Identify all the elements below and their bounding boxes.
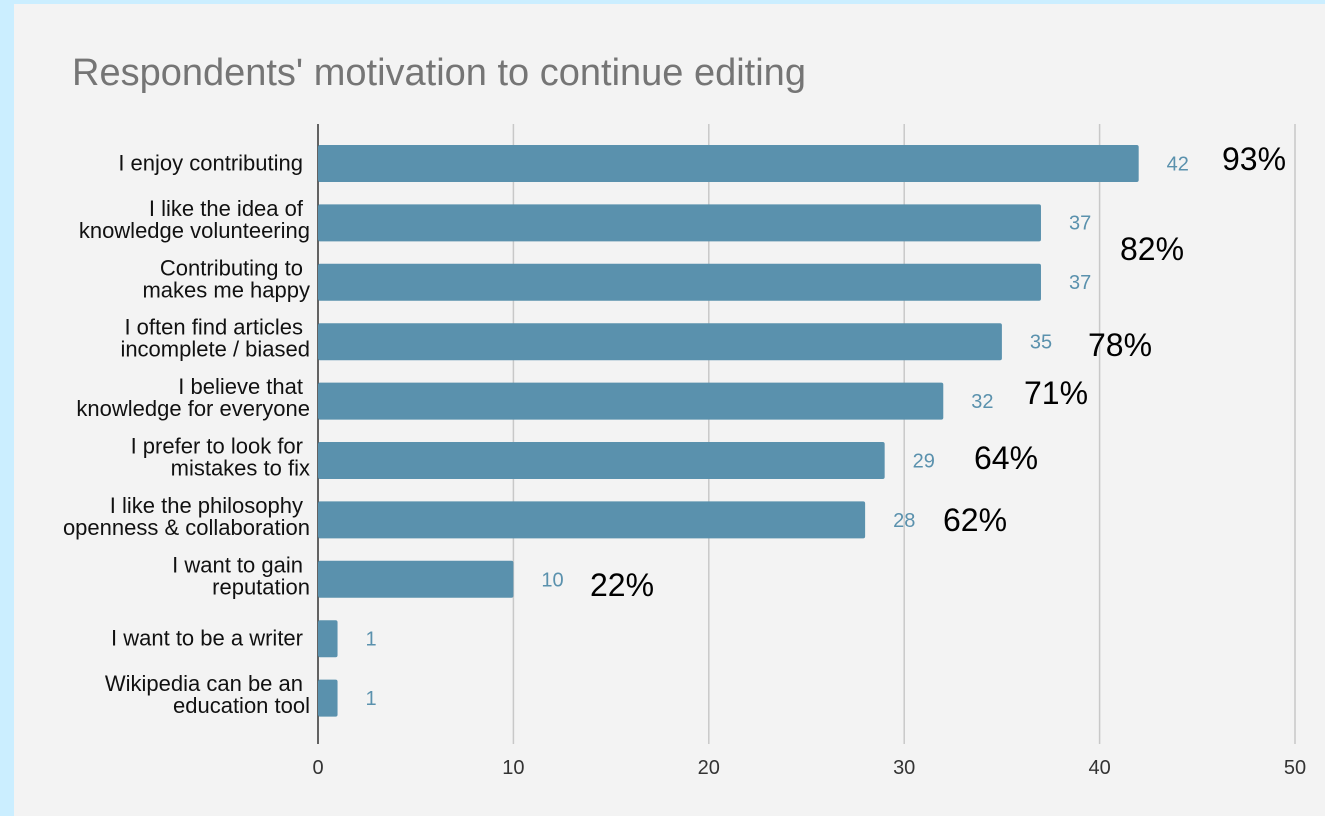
- bar-value-label: 1: [366, 688, 377, 710]
- bar-value-label: 37: [1069, 272, 1091, 294]
- percentage-annotation: 82%: [1120, 231, 1184, 267]
- bar-value-label: 1: [366, 629, 377, 651]
- bar-chart: 0 10 20 30 40 50 42 I enjoy contributing 93% 37 I …: [63, 124, 1306, 779]
- percentage-annotation: 62%: [943, 502, 1007, 538]
- x-tick-label: 10: [502, 757, 524, 779]
- category-label: I want to be a writer: [111, 626, 303, 651]
- percentage-annotation: 71%: [1024, 375, 1088, 411]
- category-label: I like the philosophy: [110, 493, 303, 518]
- chart-panel: Respondents' motivation to continue edit…: [14, 4, 1325, 816]
- category-label: reputation: [212, 574, 310, 599]
- bar-value-label: 32: [971, 391, 993, 413]
- chart-title: Respondents' motivation to continue edit…: [72, 52, 806, 94]
- bar-value-label: 29: [913, 451, 935, 473]
- bar: [318, 560, 514, 598]
- bar: [318, 204, 1041, 242]
- bar: [318, 145, 1139, 182]
- bar: [318, 323, 1002, 361]
- percentage-annotation: 78%: [1088, 327, 1152, 363]
- bar-value-label: 28: [893, 510, 915, 532]
- category-label: mistakes to fix: [171, 456, 310, 481]
- percentage-annotation: 64%: [974, 440, 1038, 476]
- percentage-annotation: 93%: [1222, 141, 1286, 177]
- category-label: I often find articles: [124, 315, 303, 340]
- category-label: openness & collaboration: [63, 515, 310, 540]
- bar: [318, 679, 338, 717]
- category-label: I want to gain: [172, 552, 303, 577]
- x-tick-label: 0: [312, 757, 323, 779]
- category-label: Contributing to: [160, 255, 303, 280]
- bar: [318, 501, 866, 539]
- x-tick-label: 30: [893, 757, 915, 779]
- bar-value-label: 42: [1167, 154, 1189, 176]
- bar: [318, 442, 885, 479]
- x-tick-label: 40: [1088, 757, 1110, 779]
- category-label: makes me happy: [142, 277, 310, 302]
- x-tick-label: 20: [698, 757, 720, 779]
- category-label: knowledge volunteering: [79, 218, 310, 243]
- category-label: I prefer to look for: [131, 434, 303, 459]
- bar: [318, 263, 1041, 301]
- category-label: I like the idea of: [149, 196, 304, 221]
- category-label: I enjoy contributing: [118, 151, 303, 176]
- x-tick-label: 50: [1284, 757, 1306, 779]
- bar: [318, 382, 944, 420]
- category-label: incomplete / biased: [120, 337, 310, 362]
- category-label: Wikipedia can be an: [105, 671, 303, 696]
- category-label: education tool: [173, 693, 310, 718]
- percentage-annotation: 22%: [590, 567, 654, 603]
- category-label: I believe that: [178, 374, 303, 399]
- bar: [318, 620, 338, 658]
- category-label: knowledge for everyone: [76, 396, 310, 421]
- bar-value-label: 10: [541, 569, 563, 591]
- bar-value-label: 37: [1069, 212, 1091, 234]
- bar-value-label: 35: [1030, 332, 1052, 354]
